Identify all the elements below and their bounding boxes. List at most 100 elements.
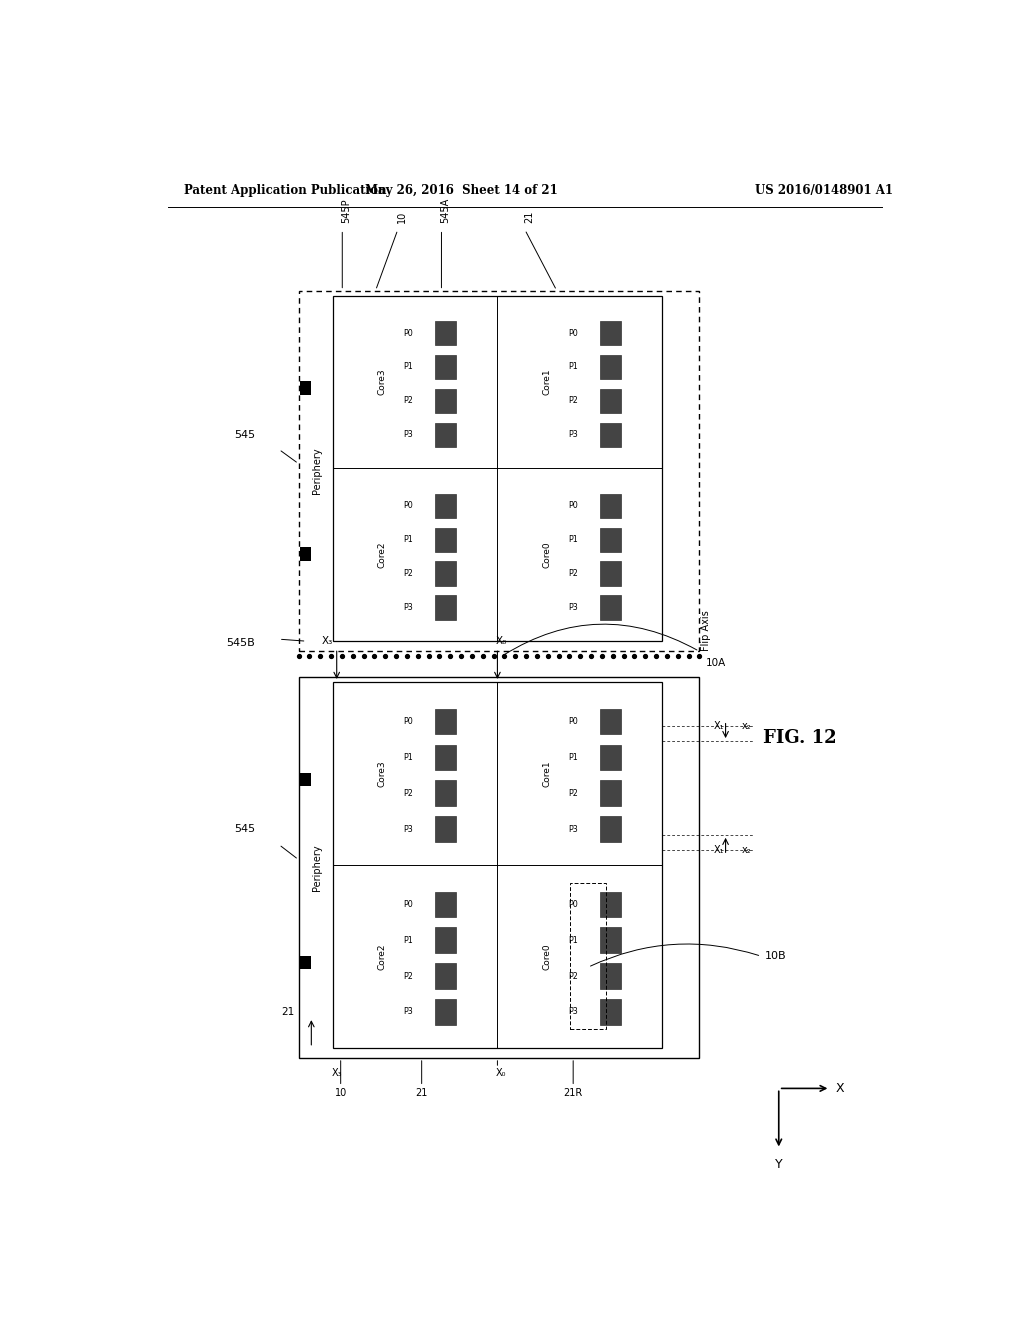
Text: 21: 21	[416, 1089, 428, 1098]
Text: P3: P3	[403, 430, 414, 440]
Bar	[570, 883, 606, 1030]
Text: P2: P2	[403, 396, 414, 405]
Bar	[333, 296, 663, 642]
Text: P2: P2	[403, 972, 414, 981]
Text: P1: P1	[403, 936, 414, 945]
Bar	[435, 744, 457, 770]
Bar	[435, 355, 457, 379]
Bar	[599, 999, 621, 1024]
Bar	[435, 780, 457, 807]
Text: Core2: Core2	[378, 942, 387, 969]
Text: P3: P3	[403, 825, 414, 833]
Text: P2: P2	[403, 569, 414, 578]
Text: 545P: 545P	[341, 199, 351, 223]
Text: x₂: x₂	[741, 845, 751, 855]
Bar	[435, 494, 457, 517]
Bar	[599, 891, 621, 917]
Text: P2: P2	[568, 569, 579, 578]
Text: 21: 21	[282, 1007, 295, 1018]
Bar	[299, 290, 699, 651]
Bar	[435, 709, 457, 734]
Text: P0: P0	[403, 900, 414, 909]
Text: P2: P2	[568, 972, 579, 981]
Text: P2: P2	[568, 396, 579, 405]
Text: Flip Axis: Flip Axis	[700, 611, 711, 651]
Text: X₁: X₁	[714, 845, 724, 855]
Text: US 2016/0148901 A1: US 2016/0148901 A1	[755, 185, 893, 198]
Bar	[435, 999, 457, 1024]
Bar	[435, 422, 457, 446]
Bar	[435, 321, 457, 345]
Bar	[435, 561, 457, 586]
Text: X₃: X₃	[322, 636, 333, 647]
Text: 10A: 10A	[706, 659, 726, 668]
Text: x₂: x₂	[741, 721, 751, 731]
Text: P0: P0	[568, 329, 579, 338]
Bar	[599, 528, 621, 552]
Text: FIG. 12: FIG. 12	[763, 729, 837, 747]
Bar	[333, 682, 663, 1048]
Text: P2: P2	[403, 788, 414, 797]
Text: P0: P0	[568, 717, 579, 726]
Text: P3: P3	[403, 1007, 414, 1016]
Text: P0: P0	[568, 900, 579, 909]
Bar	[435, 891, 457, 917]
Text: P3: P3	[568, 825, 579, 833]
Text: P3: P3	[403, 603, 414, 612]
Text: Core0: Core0	[543, 541, 551, 568]
Bar	[300, 956, 310, 969]
Bar	[599, 744, 621, 770]
Text: P3: P3	[568, 603, 579, 612]
Text: P1: P1	[403, 535, 414, 544]
Text: 10B: 10B	[765, 952, 786, 961]
Bar	[599, 388, 621, 413]
Bar	[300, 548, 310, 561]
Bar	[300, 774, 310, 787]
Text: X: X	[836, 1082, 845, 1094]
Text: 545: 545	[233, 430, 255, 440]
Text: X₀: X₀	[496, 636, 507, 647]
Text: P2: P2	[568, 788, 579, 797]
Bar	[599, 928, 621, 953]
Bar	[435, 816, 457, 842]
Text: 21: 21	[523, 211, 534, 223]
Text: 545: 545	[233, 824, 255, 834]
Text: 10: 10	[335, 1089, 347, 1098]
Text: P0: P0	[403, 717, 414, 726]
Text: X₃: X₃	[332, 1068, 342, 1078]
Bar	[299, 677, 699, 1057]
Bar	[300, 381, 310, 395]
Text: P3: P3	[568, 1007, 579, 1016]
Text: 545B: 545B	[226, 639, 255, 648]
Text: Core3: Core3	[378, 368, 387, 395]
Text: Core1: Core1	[543, 760, 551, 787]
Text: X₀: X₀	[497, 1068, 507, 1078]
Bar	[599, 595, 621, 619]
Text: Core2: Core2	[378, 541, 387, 568]
Text: P1: P1	[568, 363, 579, 371]
Text: 10: 10	[396, 211, 407, 223]
Bar	[435, 964, 457, 989]
Bar	[435, 595, 457, 619]
Bar	[599, 561, 621, 586]
Text: X₁: X₁	[714, 721, 724, 731]
Text: Core0: Core0	[543, 942, 551, 970]
Bar	[435, 928, 457, 953]
Text: Core3: Core3	[378, 760, 387, 787]
Bar	[599, 321, 621, 345]
Text: Core1: Core1	[543, 368, 551, 395]
Text: Y: Y	[775, 1158, 782, 1171]
Text: P0: P0	[403, 502, 414, 511]
Bar	[435, 388, 457, 413]
Bar	[599, 816, 621, 842]
Text: P1: P1	[568, 936, 579, 945]
Text: P1: P1	[568, 535, 579, 544]
Bar	[599, 964, 621, 989]
Text: P0: P0	[568, 502, 579, 511]
Text: 21R: 21R	[563, 1089, 583, 1098]
Text: P0: P0	[403, 329, 414, 338]
Bar	[599, 494, 621, 517]
Text: May 26, 2016  Sheet 14 of 21: May 26, 2016 Sheet 14 of 21	[365, 185, 558, 198]
Bar	[599, 422, 621, 446]
Text: P1: P1	[568, 752, 579, 762]
